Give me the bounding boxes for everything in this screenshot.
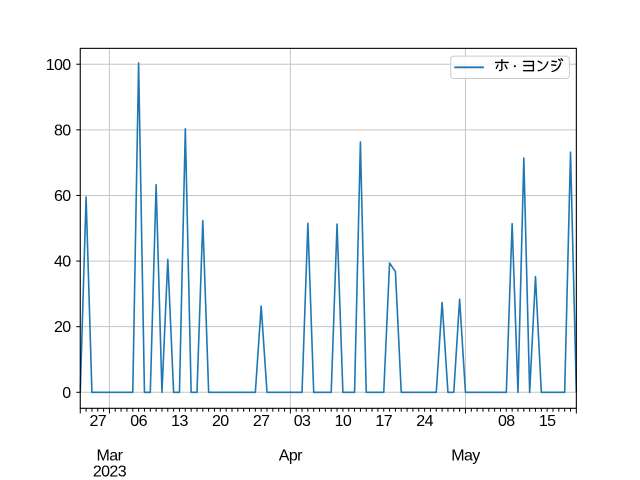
svg-text:40: 40 — [54, 254, 71, 271]
svg-text:13: 13 — [171, 413, 188, 430]
svg-text:100: 100 — [46, 57, 72, 74]
svg-text:May: May — [451, 448, 480, 465]
svg-text:20: 20 — [212, 413, 229, 430]
svg-text:27: 27 — [89, 413, 106, 430]
svg-text:20: 20 — [54, 319, 71, 336]
svg-text:08: 08 — [498, 413, 515, 430]
svg-text:24: 24 — [416, 413, 433, 430]
svg-text:Mar: Mar — [97, 448, 124, 465]
svg-text:06: 06 — [130, 413, 147, 430]
svg-text:10: 10 — [335, 413, 352, 430]
svg-text:27: 27 — [253, 413, 270, 430]
svg-text:2023: 2023 — [93, 464, 127, 480]
svg-text:15: 15 — [539, 413, 556, 430]
svg-text:03: 03 — [294, 413, 311, 430]
svg-text:Apr: Apr — [279, 448, 303, 465]
svg-text:17: 17 — [375, 413, 392, 430]
svg-text:80: 80 — [54, 122, 71, 139]
svg-text:60: 60 — [54, 188, 71, 205]
svg-text:0: 0 — [62, 385, 71, 402]
